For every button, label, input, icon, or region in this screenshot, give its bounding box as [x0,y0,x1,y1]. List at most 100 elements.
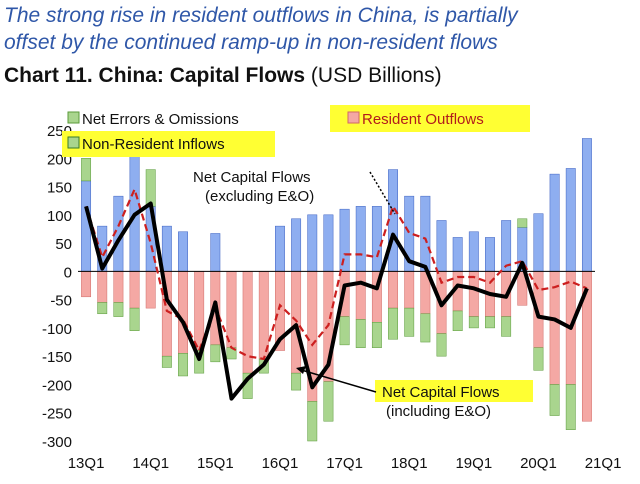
headline-line-2: offset by the continued ramp-up in non-r… [4,31,498,54]
legend-label: Net Errors & Omissions [82,111,239,128]
bar-net-errors-omissions [97,302,108,315]
bar-non-resident-inflows [307,214,318,272]
bar-resident-outflows [404,271,415,309]
bar-net-errors-omissions [161,355,172,368]
bar-non-resident-inflows [355,206,366,272]
bar-net-errors-omissions [194,350,205,374]
bar-non-resident-inflows [420,195,431,272]
bar-net-errors-omissions [388,307,398,340]
bar-non-resident-inflows [436,220,447,272]
legend-highlight [62,131,275,157]
bar-non-resident-inflows [468,231,479,272]
annotation-pointer-including [297,368,377,393]
bar-net-errors-omissions [468,316,479,329]
bar-net-errors-omissions [501,316,512,337]
bar-resident-outflows [145,271,156,309]
bar-net-errors-omissions [404,307,415,337]
bar-net-errors-omissions [178,353,188,377]
legend-swatch [347,111,360,124]
bar-resident-outflows [355,271,366,320]
bar-non-resident-inflows [339,208,350,272]
bar-non-resident-inflows [549,173,560,272]
bar-net-errors-omissions [113,302,124,317]
bar-non-resident-inflows [275,225,285,272]
bar-net-errors-omissions [436,333,447,357]
bar-net-errors-omissions [339,316,350,346]
bar-non-resident-inflows [533,213,544,272]
bar-resident-outflows [388,271,398,309]
x-tick-label: 18Q1 [391,455,428,472]
legend-label: Non-Resident Inflows [82,136,225,153]
y-tick-label: 0 [64,264,72,281]
annotation-net-including-line2: (including E&O) [386,403,491,420]
bar-resident-outflows [178,271,188,354]
bar-non-resident-inflows [178,231,188,272]
bar-net-errors-omissions [145,169,156,207]
bar-net-errors-omissions [420,313,431,343]
bar-resident-outflows [97,271,108,303]
chart-title-main: Chart 11. China: Capital Flows [4,64,306,87]
bar-non-resident-inflows [388,169,398,272]
bar-net-errors-omissions [210,344,221,363]
y-tick-label: -150 [42,349,72,366]
bar-net-errors-omissions [549,384,560,416]
y-tick-label: -50 [50,293,72,310]
x-tick-label: 15Q1 [197,455,234,472]
x-tick-label: 14Q1 [132,455,169,472]
bar-non-resident-inflows [565,168,576,272]
bar-net-errors-omissions [485,316,495,329]
annotation-net-including-line1: Net Capital Flows [382,384,500,401]
line-net-capital-flows-including-eo [84,201,589,401]
legend: Net Errors & Omissions Non-Resident Inflo… [62,105,530,157]
bar-non-resident-inflows [371,206,382,272]
bar-net-errors-omissions [323,381,334,422]
lines-layer [84,186,589,401]
x-tick-label: 13Q1 [68,455,105,472]
legend-highlight [330,105,530,132]
line-net-capital-flows-excluding-eo [85,186,588,361]
y-tick-label: 50 [55,236,72,253]
bar-non-resident-inflows [485,237,495,272]
legend-swatch [67,111,80,124]
bar-net-errors-omissions [307,401,318,442]
bar-non-resident-inflows [323,214,334,272]
headline-line-1: The strong rise in resident outflows in … [4,4,518,27]
bar-non-resident-inflows [291,218,302,272]
bar-net-errors-omissions [533,347,544,371]
bar-non-resident-inflows [161,225,172,272]
legend-swatch [67,136,80,149]
bar-net-errors-omissions [517,218,528,228]
annotations: Net Capital Flows (excluding E&O) Net Capi… [193,169,533,420]
annotation-net-excluding-line1: Net Capital Flows [193,169,311,186]
bar-net-errors-omissions [129,307,140,331]
bar-resident-outflows [226,271,237,348]
annotation-arrowhead [296,366,306,374]
y-tick-label: 100 [47,208,72,225]
x-tick-label: 21Q1 [585,455,622,472]
x-tick-label: 17Q1 [326,455,363,472]
bar-net-errors-omissions [291,372,302,391]
bar-non-resident-inflows [210,233,221,272]
bar-non-resident-inflows [581,138,592,272]
bar-non-resident-inflows [452,237,463,272]
bar-net-errors-omissions [452,310,463,331]
headline: The strong rise in resident outflows in … [4,2,636,56]
annotation-highlight [375,380,533,402]
annotation-net-excluding-line2: (excluding E&O) [205,188,314,205]
x-tick-label: 16Q1 [262,455,299,472]
chart-title: Chart 11. China: Capital Flows (USD Bill… [4,64,442,88]
bar-net-errors-omissions [355,319,366,348]
legend-label: Resident Outflows [362,111,484,128]
x-tick-label: 20Q1 [520,455,557,472]
bar-net-errors-omissions [565,384,576,430]
bar-net-errors-omissions [371,322,382,348]
bar-net-errors-omissions [81,158,92,182]
bar-resident-outflows [242,271,253,374]
y-tick-label: 150 [47,180,72,197]
y-tick-label: -100 [42,321,72,338]
y-tick-label: -200 [42,377,72,394]
y-tick-label: -300 [42,434,72,451]
bar-resident-outflows [81,271,92,298]
